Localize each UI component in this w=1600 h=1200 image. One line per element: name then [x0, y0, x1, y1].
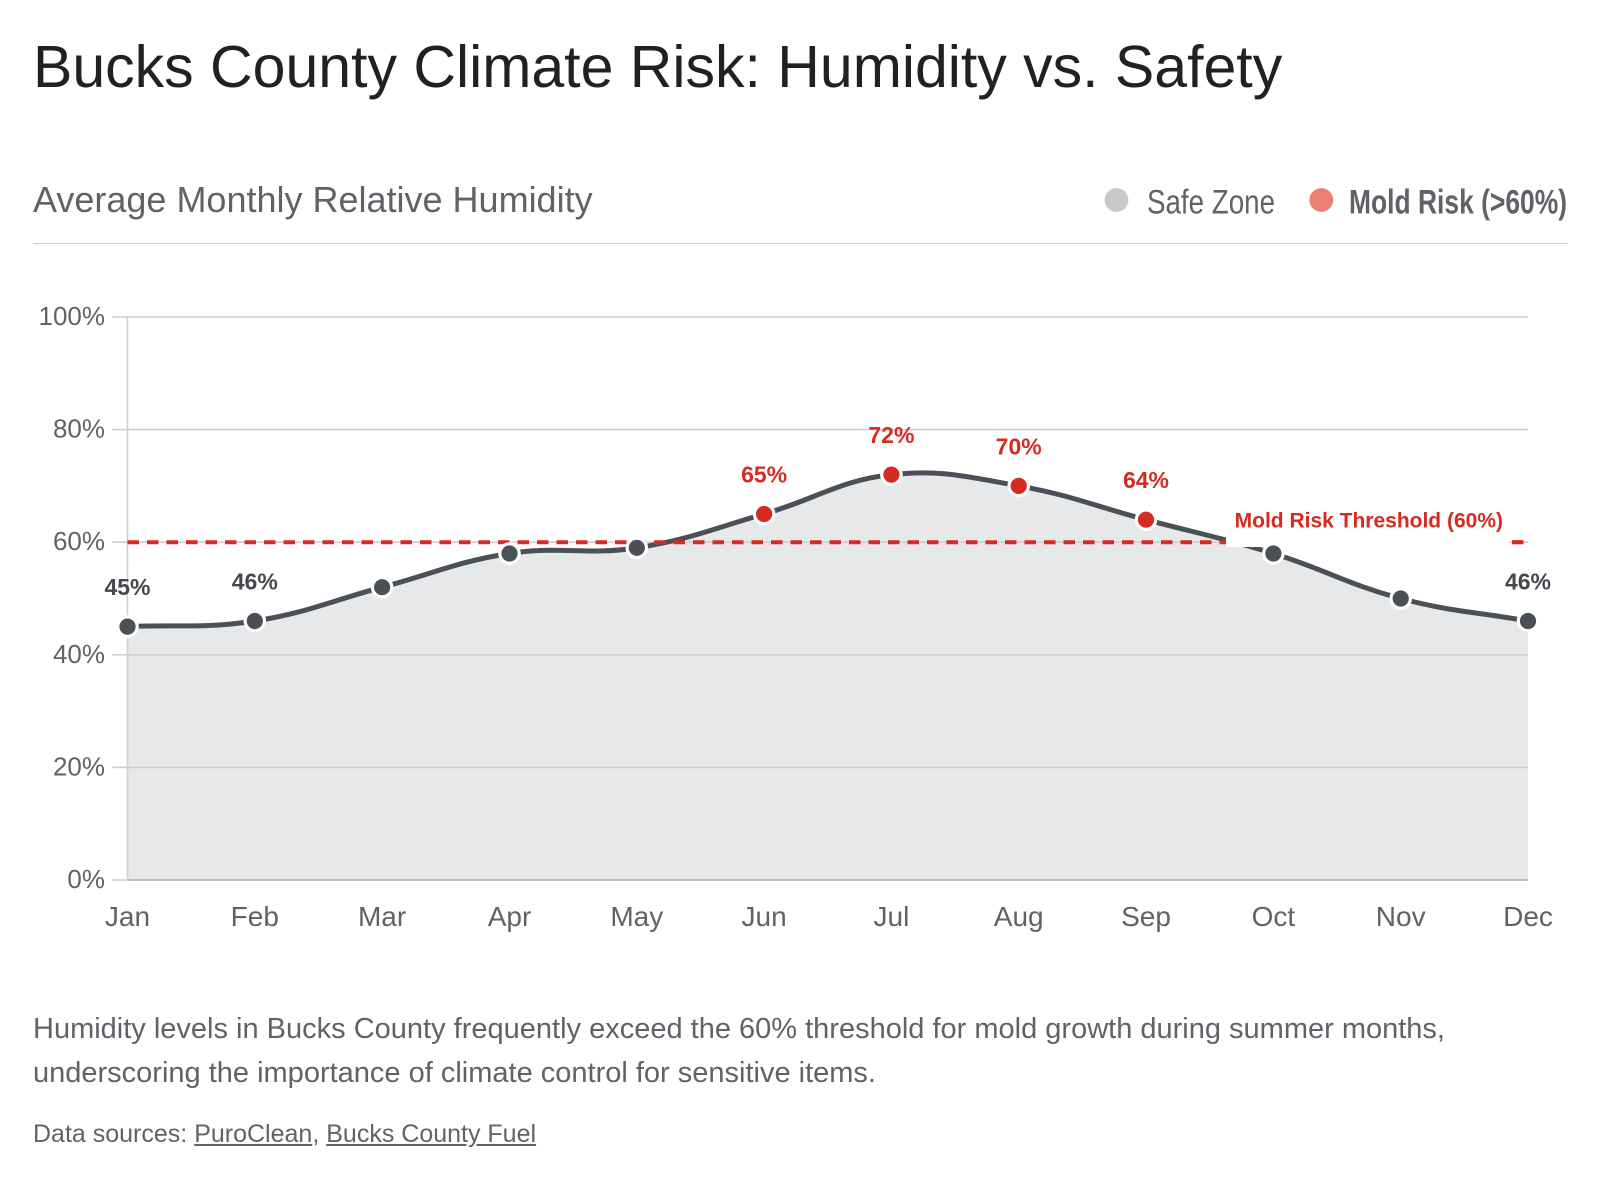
svg-text:Mold Risk (>60%): Mold Risk (>60%) — [1349, 184, 1567, 222]
svg-text:Jul: Jul — [874, 901, 910, 932]
svg-text:0%: 0% — [67, 864, 105, 894]
svg-text:Sep: Sep — [1121, 901, 1171, 932]
svg-text:Mar: Mar — [358, 901, 406, 932]
svg-text:Nov: Nov — [1376, 901, 1426, 932]
svg-text:45%: 45% — [104, 574, 150, 600]
svg-text:40%: 40% — [53, 639, 105, 669]
svg-text:Dec: Dec — [1503, 901, 1553, 932]
svg-text:Apr: Apr — [488, 901, 532, 932]
svg-text:Mold Risk Threshold (60%): Mold Risk Threshold (60%) — [1235, 510, 1503, 533]
svg-text:Aug: Aug — [994, 901, 1044, 932]
svg-text:60%: 60% — [53, 526, 105, 556]
svg-text:80%: 80% — [53, 414, 105, 444]
svg-text:Jan: Jan — [105, 901, 150, 932]
svg-text:100%: 100% — [39, 301, 106, 331]
svg-text:Jun: Jun — [742, 901, 787, 932]
svg-text:70%: 70% — [996, 433, 1042, 459]
svg-text:Feb: Feb — [231, 901, 279, 932]
svg-text:20%: 20% — [53, 751, 105, 781]
svg-text:Oct: Oct — [1252, 901, 1296, 932]
svg-text:65%: 65% — [741, 462, 787, 488]
svg-text:46%: 46% — [232, 569, 278, 595]
svg-text:72%: 72% — [868, 422, 914, 448]
svg-text:May: May — [610, 901, 663, 932]
svg-text:64%: 64% — [1123, 467, 1169, 493]
svg-text:46%: 46% — [1505, 569, 1551, 595]
svg-text:Safe Zone: Safe Zone — [1147, 184, 1275, 222]
